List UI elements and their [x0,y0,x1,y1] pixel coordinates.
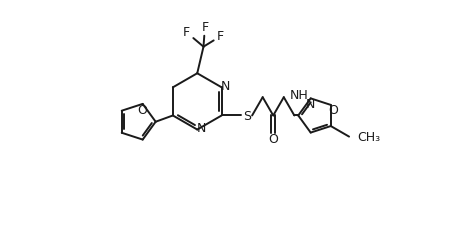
Text: F: F [182,25,189,38]
Text: N: N [196,122,205,135]
Text: O: O [137,104,147,116]
Text: F: F [201,21,208,34]
Text: N: N [221,80,230,93]
Text: S: S [242,110,250,122]
Text: N: N [305,98,315,111]
Text: O: O [268,133,277,146]
Text: O: O [327,104,337,117]
Text: CH₃: CH₃ [357,130,380,144]
Text: NH: NH [289,89,307,102]
Text: F: F [216,30,224,43]
